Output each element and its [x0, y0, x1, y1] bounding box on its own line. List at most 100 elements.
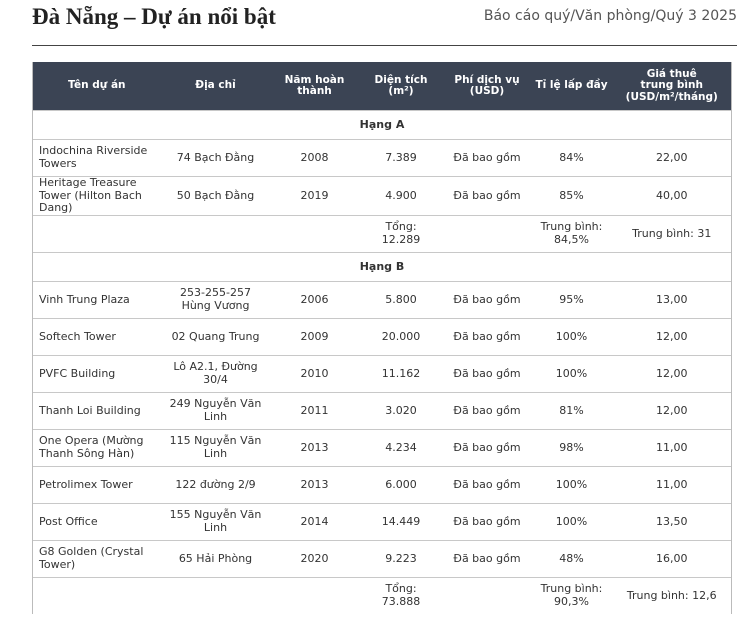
cell: 11.162	[358, 354, 444, 393]
divider	[32, 45, 737, 46]
cell: 9.223	[358, 539, 444, 578]
cell: Softech Tower	[32, 317, 161, 356]
cell: 100%	[530, 354, 613, 393]
data-row: Heritage Treasure Tower (Hilton Bach Dan…	[32, 176, 732, 216]
projects-table: Tên dự án Địa chỉ Năm hoàn thành Diện tích …	[32, 62, 732, 614]
total-occupancy: Trung bình: 84,5%	[530, 214, 613, 253]
cell: Đã bao gồm	[443, 539, 531, 578]
cell: Đã bao gồm	[443, 317, 531, 356]
cell: Đã bao gồm	[443, 354, 531, 393]
data-row: One Opera (Mường Thanh Sông Hàn) 115 Nguy…	[32, 428, 732, 467]
cell: 13,50	[612, 502, 732, 541]
total-rent: Trung bình: 31	[612, 214, 732, 253]
total-rent: Trung bình: 12,6	[612, 576, 732, 614]
data-row: Vinh Trung Plaza 253-255-257 Hùng Vương 20…	[32, 280, 732, 319]
cell: 4.234	[358, 428, 444, 467]
cell: 22,00	[612, 139, 732, 177]
data-row: Indochina Riverside Towers 74 Bạch Đằng 20…	[32, 139, 732, 177]
cell: Heritage Treasure Tower (Hilton Bach Dan…	[32, 176, 161, 216]
cell: 2013	[270, 465, 359, 504]
cell: 13,00	[612, 280, 732, 319]
cell: 12,00	[612, 317, 732, 356]
page-subtitle: Báo cáo quý/Văn phòng/Quý 3 2025	[483, 8, 737, 24]
cell: 253-255-257 Hùng Vương	[160, 280, 271, 319]
cell: 2014	[270, 502, 359, 541]
data-row: PVFC Building Lô A2.1, Đường 30/4 2010 11.1…	[32, 354, 732, 393]
cell: 2011	[270, 391, 359, 430]
cell: 14.449	[358, 502, 444, 541]
cell	[32, 214, 161, 253]
cell: One Opera (Mường Thanh Sông Hàn)	[32, 428, 161, 467]
total-occupancy: Trung bình: 90,3%	[530, 576, 613, 614]
cell: 100%	[530, 317, 613, 356]
cell: 155 Nguyễn Văn Linh	[160, 502, 271, 541]
cell: PVFC Building	[32, 354, 161, 393]
cell: Đã bao gồm	[443, 391, 531, 430]
cell	[270, 576, 359, 614]
cell: Lô A2.1, Đường 30/4	[160, 354, 271, 393]
page-title: Đà Nẵng – Dự án nổi bật	[32, 4, 276, 29]
cell: Petrolimex Tower	[32, 465, 161, 504]
cell: 6.000	[358, 465, 444, 504]
cell	[443, 214, 531, 253]
cell: 100%	[530, 502, 613, 541]
cell: 95%	[530, 280, 613, 319]
column-header: Phí dịch vụ (USD)	[443, 62, 531, 111]
data-row: Thanh Loi Building 249 Nguyễn Văn Linh 201…	[32, 391, 732, 430]
cell: 85%	[530, 176, 613, 216]
cell	[270, 214, 359, 253]
cell: 50 Bạch Đằng	[160, 176, 271, 216]
cell: 98%	[530, 428, 613, 467]
column-header: Năm hoàn thành	[270, 62, 359, 111]
cell: 02 Quang Trung	[160, 317, 271, 356]
data-row: G8 Golden (Crystal Tower) 65 Hải Phòng 202…	[32, 539, 732, 578]
total-row: Tổng: 12.289 Trung bình: 84,5% Trung bình:…	[32, 214, 732, 253]
data-row: Petrolimex Tower 122 đường 2/9 2013 6.000 Đã…	[32, 465, 732, 504]
cell: Vinh Trung Plaza	[32, 280, 161, 319]
column-header: Diện tích (m²)	[358, 62, 444, 111]
cell: 122 đường 2/9	[160, 465, 271, 504]
cell: 84%	[530, 139, 613, 177]
cell	[32, 576, 161, 614]
cell: Thanh Loi Building	[32, 391, 161, 430]
cell: 7.389	[358, 139, 444, 177]
cell: 12,00	[612, 391, 732, 430]
cell: 65 Hải Phòng	[160, 539, 271, 578]
cell: 115 Nguyễn Văn Linh	[160, 428, 271, 467]
section-label: Hạng A	[32, 110, 732, 140]
cell: 249 Nguyễn Văn Linh	[160, 391, 271, 430]
cell: 12,00	[612, 354, 732, 393]
total-row: Tổng: 73.888 Trung bình: 90,3% Trung bình:…	[32, 576, 732, 614]
header-row: Tên dự án Địa chỉ Năm hoàn thành Diện tích …	[32, 62, 732, 111]
cell: 74 Bạch Đằng	[160, 139, 271, 177]
section-row: Hạng B	[32, 251, 732, 282]
cell: 2010	[270, 354, 359, 393]
cell	[160, 576, 271, 614]
data-row: Softech Tower 02 Quang Trung 2009 20.000 Đã …	[32, 317, 732, 356]
cell: 11,00	[612, 465, 732, 504]
cell: 48%	[530, 539, 613, 578]
section-row: Hạng A	[32, 110, 732, 140]
column-header: Tên dự án	[32, 62, 161, 111]
cell: Đã bao gồm	[443, 502, 531, 541]
cell: 100%	[530, 465, 613, 504]
cell: G8 Golden (Crystal Tower)	[32, 539, 161, 578]
cell: 2006	[270, 280, 359, 319]
cell: Đã bao gồm	[443, 465, 531, 504]
cell: Đã bao gồm	[443, 280, 531, 319]
table-body: Hạng A Indochina Riverside Towers 74 Bạch …	[32, 110, 732, 614]
cell: Post Office	[32, 502, 161, 541]
total-area: Tổng: 73.888	[358, 576, 444, 614]
cell: 3.020	[358, 391, 444, 430]
cell	[160, 214, 271, 253]
cell: 2009	[270, 317, 359, 356]
cell	[443, 576, 531, 614]
cell: 16,00	[612, 539, 732, 578]
cell: 5.800	[358, 280, 444, 319]
column-header: Giá thuê trung bình (USD/m²/tháng)	[612, 62, 732, 111]
cell: 2008	[270, 139, 359, 177]
column-header: Địa chỉ	[160, 62, 271, 111]
cell: 2020	[270, 539, 359, 578]
cell: 2013	[270, 428, 359, 467]
